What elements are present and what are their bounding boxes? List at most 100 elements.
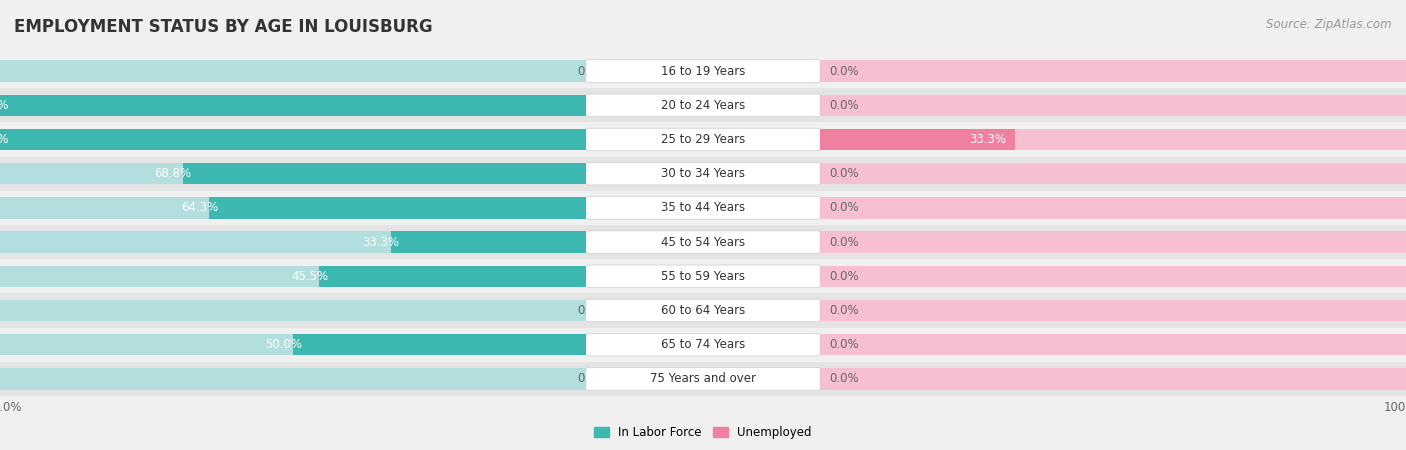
Bar	[0, 368, 586, 390]
Bar	[0, 94, 586, 116]
FancyBboxPatch shape	[586, 60, 820, 82]
Text: 0.0%: 0.0%	[576, 304, 606, 317]
FancyBboxPatch shape	[586, 94, 820, 117]
Bar	[820, 259, 1406, 293]
Text: 0.0%: 0.0%	[830, 304, 859, 317]
Text: 0.0%: 0.0%	[576, 65, 606, 77]
Text: Source: ZipAtlas.com: Source: ZipAtlas.com	[1267, 18, 1392, 31]
Bar	[820, 362, 1406, 396]
Bar	[0, 122, 586, 157]
FancyBboxPatch shape	[586, 197, 820, 219]
Bar	[820, 129, 1406, 150]
Bar	[319, 266, 586, 287]
Bar	[586, 225, 820, 259]
Bar	[586, 54, 820, 88]
Text: 0.0%: 0.0%	[830, 65, 859, 77]
Bar	[820, 225, 1406, 259]
Text: 64.3%: 64.3%	[181, 202, 218, 214]
Bar	[0, 129, 586, 150]
Bar	[586, 293, 820, 328]
FancyBboxPatch shape	[586, 299, 820, 322]
Bar	[820, 129, 1015, 150]
Text: 65 to 74 Years: 65 to 74 Years	[661, 338, 745, 351]
Text: 0.0%: 0.0%	[830, 373, 859, 385]
Bar	[820, 60, 1406, 82]
Bar	[820, 334, 1406, 356]
Bar	[820, 300, 1406, 321]
Text: 60 to 64 Years: 60 to 64 Years	[661, 304, 745, 317]
Bar	[0, 293, 586, 328]
Bar	[820, 197, 1406, 219]
Text: 68.8%: 68.8%	[155, 167, 191, 180]
Bar	[0, 225, 586, 259]
Text: 100.0%: 100.0%	[0, 133, 8, 146]
FancyBboxPatch shape	[586, 162, 820, 185]
Text: 0.0%: 0.0%	[830, 167, 859, 180]
Text: 0.0%: 0.0%	[830, 338, 859, 351]
Text: 45 to 54 Years: 45 to 54 Years	[661, 236, 745, 248]
Text: 33.3%: 33.3%	[970, 133, 1007, 146]
Bar	[0, 88, 586, 122]
Text: 0.0%: 0.0%	[830, 202, 859, 214]
Text: 35 to 44 Years: 35 to 44 Years	[661, 202, 745, 214]
Bar	[0, 328, 586, 362]
Bar	[0, 60, 586, 82]
Bar	[0, 259, 586, 293]
Text: 55 to 59 Years: 55 to 59 Years	[661, 270, 745, 283]
Bar	[0, 163, 586, 184]
Bar	[820, 88, 1406, 122]
FancyBboxPatch shape	[586, 333, 820, 356]
FancyBboxPatch shape	[586, 265, 820, 288]
Bar	[0, 266, 586, 287]
Bar	[0, 54, 586, 88]
Bar	[820, 157, 1406, 191]
Text: 16 to 19 Years: 16 to 19 Years	[661, 65, 745, 77]
Bar	[820, 231, 1406, 253]
Text: 100.0%: 100.0%	[0, 99, 8, 112]
FancyBboxPatch shape	[586, 368, 820, 390]
Bar	[820, 54, 1406, 88]
Text: 0.0%: 0.0%	[576, 373, 606, 385]
Bar	[0, 191, 586, 225]
Text: 75 Years and over: 75 Years and over	[650, 373, 756, 385]
Bar	[586, 328, 820, 362]
Bar	[820, 94, 1406, 116]
Bar	[586, 88, 820, 122]
Bar	[586, 191, 820, 225]
Bar	[183, 163, 586, 184]
Text: 0.0%: 0.0%	[830, 236, 859, 248]
FancyBboxPatch shape	[586, 128, 820, 151]
Bar	[820, 328, 1406, 362]
Text: 25 to 29 Years: 25 to 29 Years	[661, 133, 745, 146]
Bar	[820, 122, 1406, 157]
Text: EMPLOYMENT STATUS BY AGE IN LOUISBURG: EMPLOYMENT STATUS BY AGE IN LOUISBURG	[14, 18, 433, 36]
Bar	[586, 157, 820, 191]
Bar	[586, 362, 820, 396]
Legend: In Labor Force, Unemployed: In Labor Force, Unemployed	[589, 422, 817, 444]
Bar	[0, 157, 586, 191]
Text: 45.5%: 45.5%	[291, 270, 328, 283]
Bar	[820, 163, 1406, 184]
Text: 0.0%: 0.0%	[830, 270, 859, 283]
Bar	[820, 368, 1406, 390]
Bar	[0, 362, 586, 396]
Bar	[292, 334, 586, 356]
Bar	[586, 259, 820, 293]
Bar	[820, 293, 1406, 328]
Bar	[820, 191, 1406, 225]
Bar	[0, 300, 586, 321]
Text: 30 to 34 Years: 30 to 34 Years	[661, 167, 745, 180]
Text: 0.0%: 0.0%	[830, 99, 859, 112]
FancyBboxPatch shape	[586, 231, 820, 253]
Text: 50.0%: 50.0%	[264, 338, 302, 351]
Text: 20 to 24 Years: 20 to 24 Years	[661, 99, 745, 112]
Bar	[0, 231, 586, 253]
Bar	[586, 122, 820, 157]
Bar	[209, 197, 586, 219]
Bar	[391, 231, 586, 253]
Bar	[0, 129, 586, 150]
Text: 33.3%: 33.3%	[363, 236, 399, 248]
Bar	[0, 94, 586, 116]
Bar	[0, 197, 586, 219]
Bar	[820, 266, 1406, 287]
